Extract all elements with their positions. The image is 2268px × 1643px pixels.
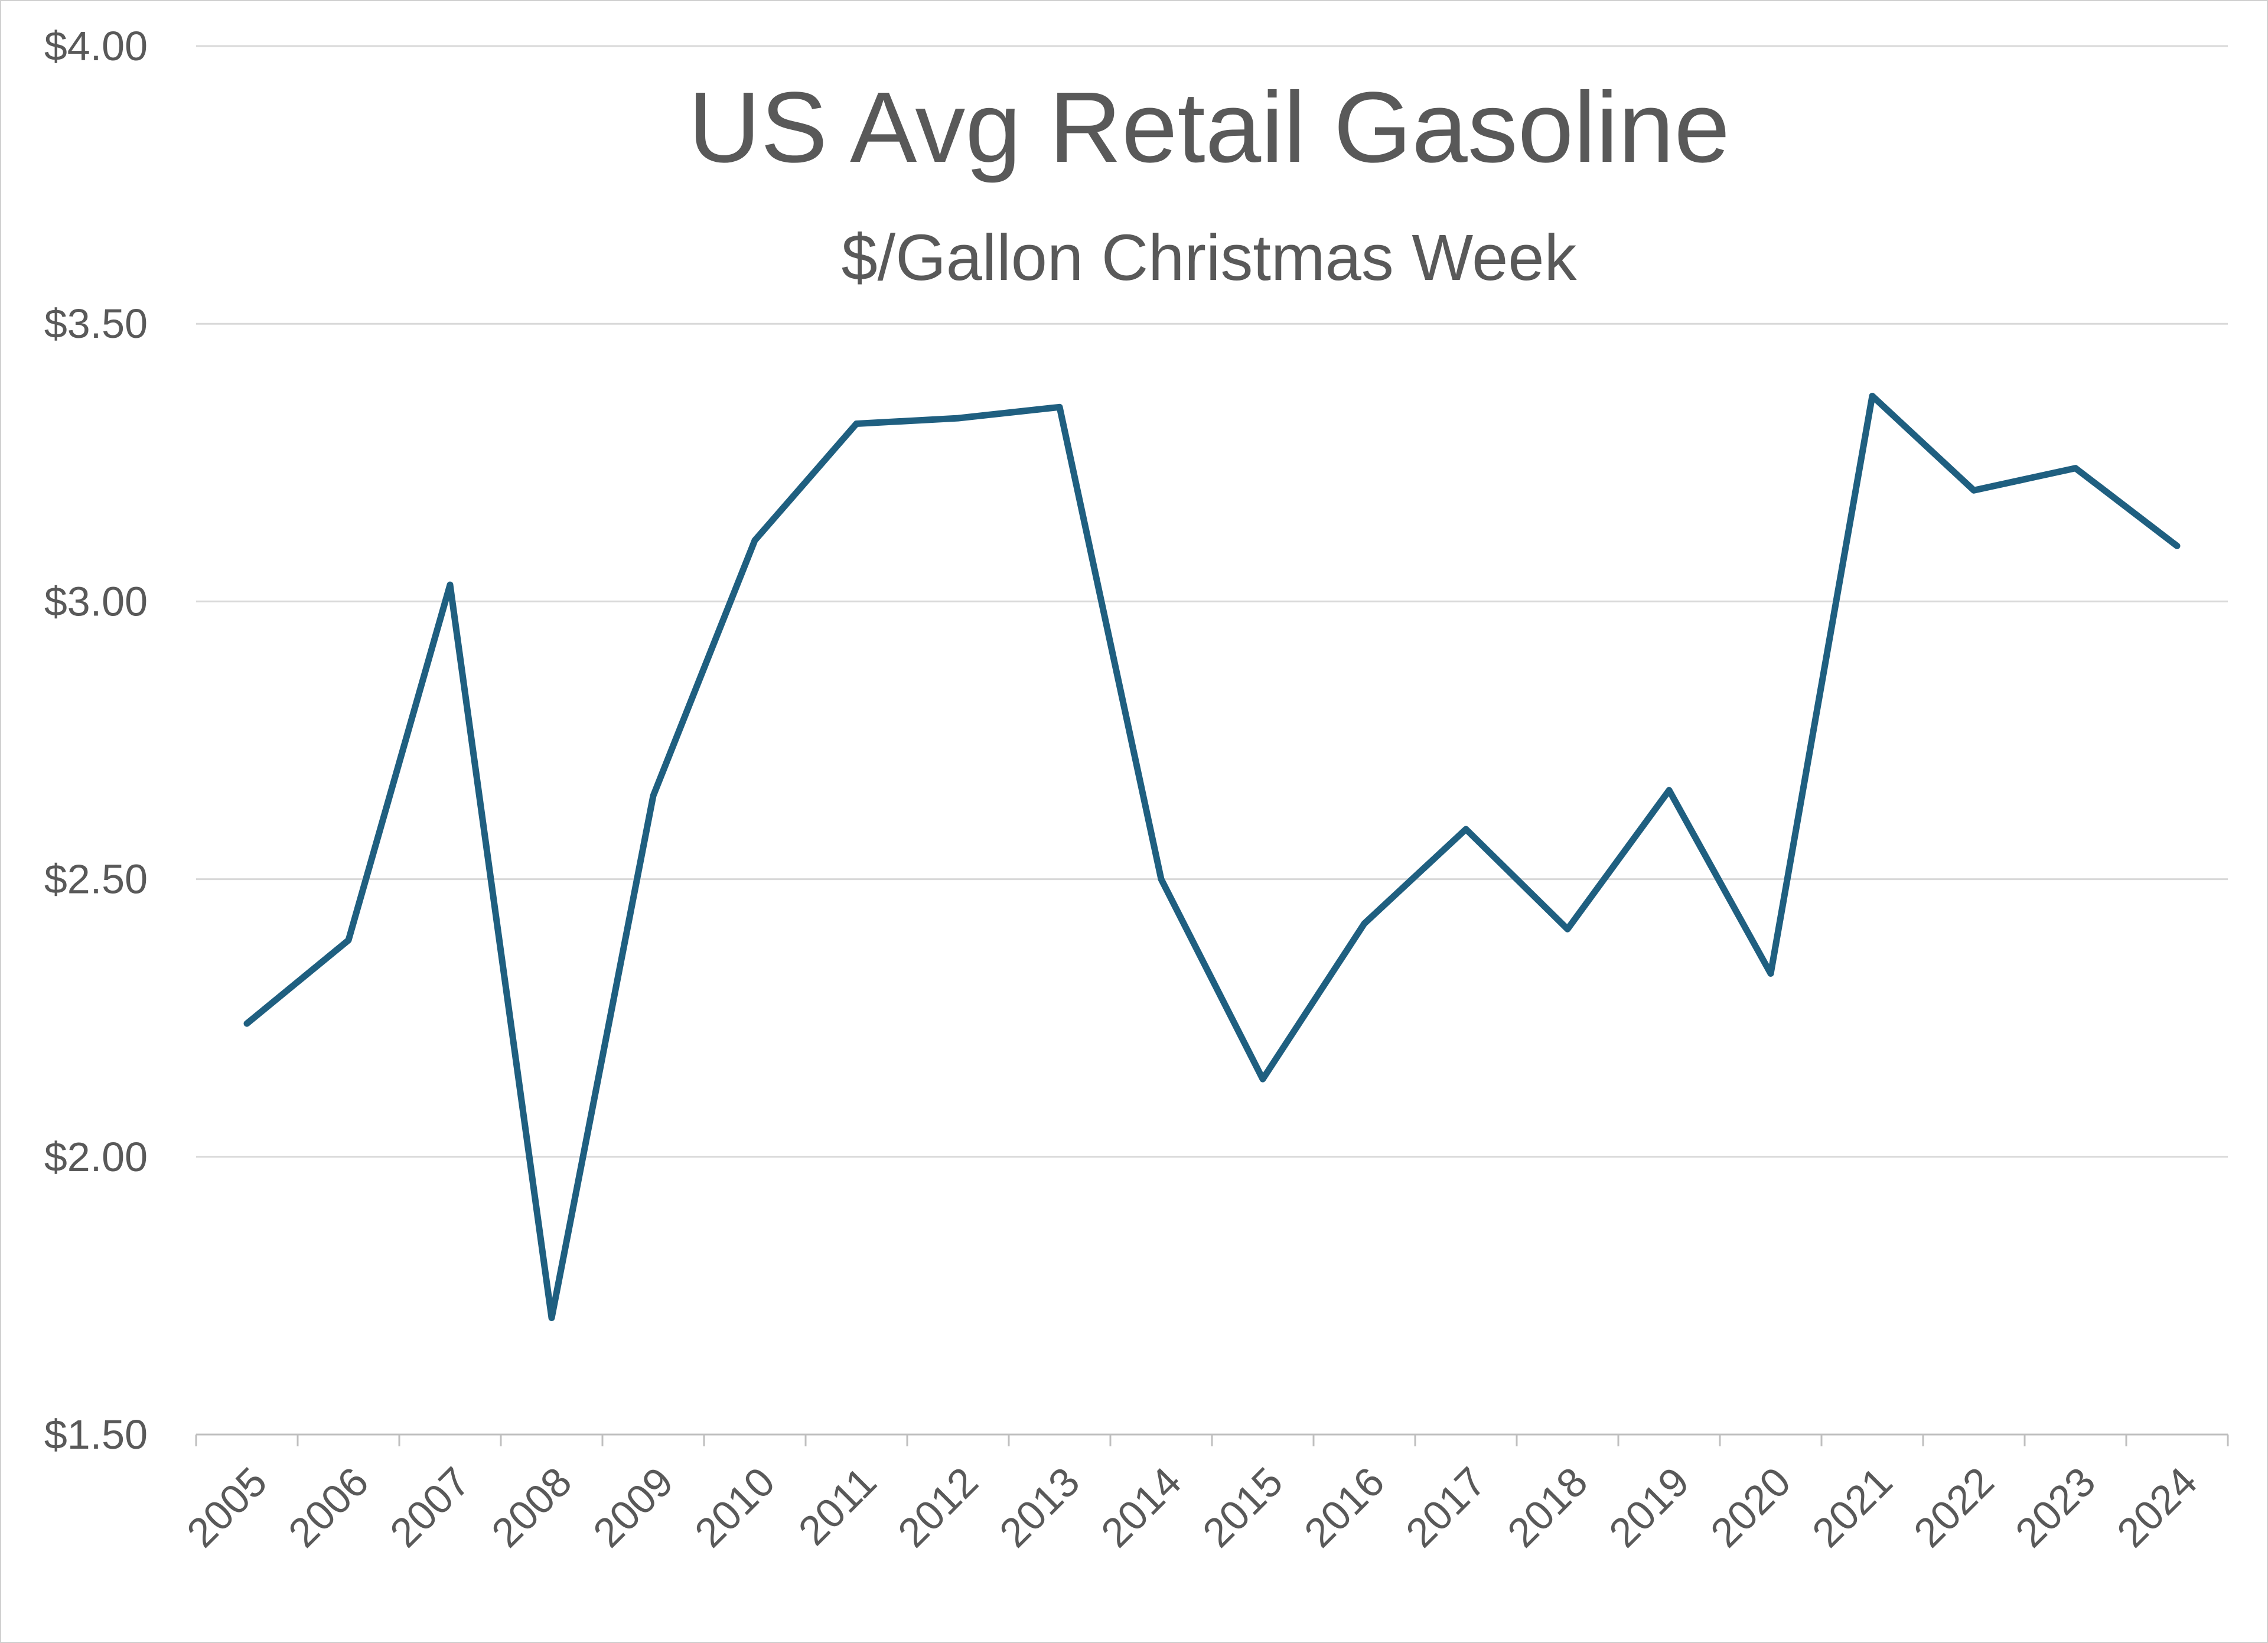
data-point-2006 [346,937,351,944]
x-tick-label: 2024 [2108,1458,2205,1556]
data-point-2005 [244,1021,250,1027]
x-tick-label: 2020 [1702,1458,1799,1556]
y-axis-tick-labels: $1.50 $2.00 $2.50 $3.00 $3.50 $4.00 [44,23,148,1458]
x-tick-label: 2006 [279,1458,377,1556]
data-point-2022 [1971,487,1977,494]
data-point-2013 [1057,404,1063,410]
x-tick-label: 2007 [381,1458,478,1556]
y-tick-label: $4.00 [44,23,148,69]
x-tick-label: 2008 [483,1458,580,1556]
chart-subtitle: $/Gallon Christmas Week [841,221,1577,294]
data-point-2011 [853,420,859,427]
series-line [243,393,2181,1321]
x-tick-label: 2009 [584,1458,682,1556]
data-point-2009 [650,793,656,799]
x-tick-label: 2012 [889,1458,986,1556]
data-point-2014 [1158,876,1164,882]
x-tick-label: 2017 [1397,1458,1494,1556]
x-tick-label: 2023 [2006,1458,2104,1556]
x-tick-label: 2016 [1295,1458,1393,1556]
x-tick-label: 2005 [178,1458,275,1556]
x-tick-label: 2010 [686,1458,783,1556]
y-tick-label: $3.50 [44,301,148,347]
y-tick-label: $1.50 [44,1411,148,1458]
x-tick-label: 2011 [790,1458,885,1554]
y-tick-label: $3.00 [44,578,148,624]
y-tick-label: $2.00 [44,1134,148,1180]
data-point-2008 [549,1315,555,1321]
x-tick-label: 2014 [1092,1458,1190,1556]
x-axis-tick-labels: 2005 2006 2007 2008 2009 2010 2011 2012 2013 2014… [178,1458,2205,1556]
data-point-2023 [2073,465,2078,471]
data-point-2021 [1869,393,1875,399]
data-point-2017 [1463,826,1469,832]
data-point-2016 [1361,920,1367,927]
data-point-2015 [1260,1076,1266,1083]
series-layer [243,393,2181,1321]
data-point-2012 [955,415,961,422]
y-tick-label: $2.50 [44,856,148,902]
data-point-2007 [447,582,453,588]
gridlines [196,45,2228,1158]
x-tick-label: 2019 [1600,1458,1697,1556]
x-tick-label: 2013 [990,1458,1088,1556]
x-tick-label: 2021 [1803,1458,1901,1556]
x-tick-label: 2018 [1498,1458,1596,1556]
x-tick-label: 2022 [1905,1458,2002,1556]
data-point-2019 [1666,787,1672,794]
data-point-2010 [752,537,758,543]
data-point-2018 [1565,926,1570,933]
data-point-2024 [2174,543,2180,549]
chart-title: US Avg Retail Gasoline [688,71,1730,184]
data-point-2020 [1768,970,1774,977]
x-tick-label: 2015 [1194,1458,1291,1556]
x-axis [195,1433,2229,1446]
